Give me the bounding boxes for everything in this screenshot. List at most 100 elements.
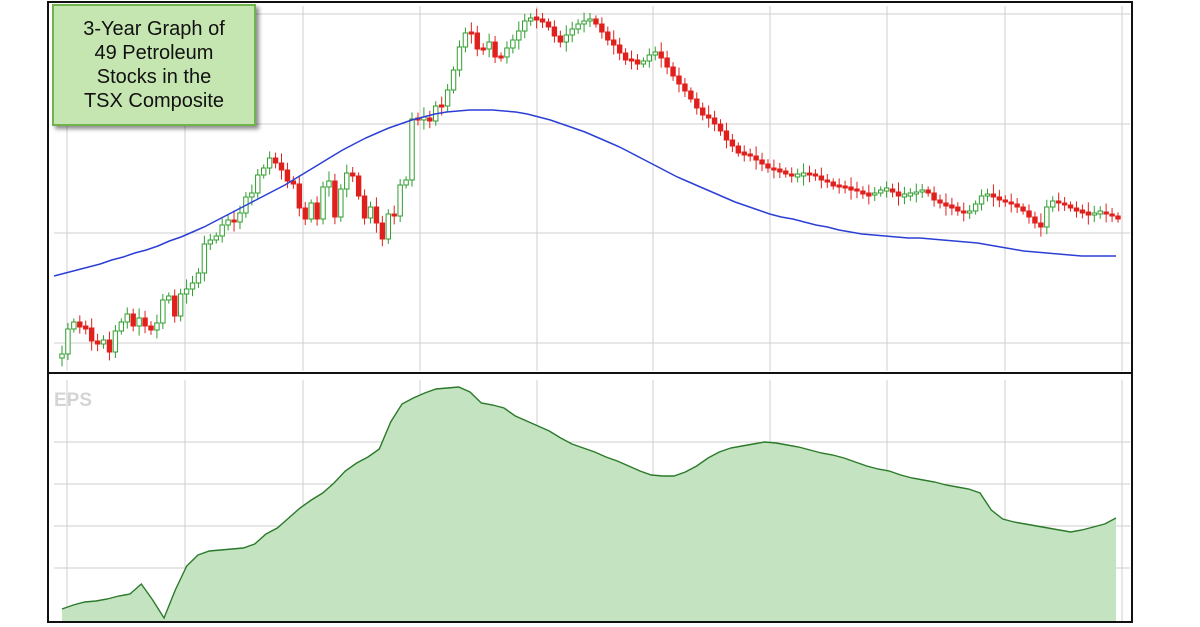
candle-body	[872, 192, 878, 196]
candle-body	[261, 167, 267, 176]
chart-title-box: 3-Year Graph of 49 Petroleum Stocks in t…	[52, 4, 256, 126]
candle-body	[943, 202, 949, 207]
candle-body	[889, 188, 896, 193]
candle-body	[361, 195, 368, 219]
candle-body	[391, 213, 397, 217]
candle-body	[349, 172, 356, 177]
candle-body	[1109, 213, 1115, 217]
candle-body	[919, 189, 925, 193]
candle-body	[1026, 210, 1032, 218]
candle-body	[177, 293, 184, 317]
candle-body	[166, 295, 172, 301]
candle-body	[504, 47, 510, 58]
candle-body	[59, 353, 65, 359]
candle-body	[605, 31, 611, 41]
candle-body	[646, 54, 653, 62]
candle-body	[563, 34, 569, 43]
candle-body	[539, 18, 546, 23]
candle-body	[130, 313, 136, 327]
candle-body	[1091, 212, 1097, 216]
candle-body	[925, 189, 931, 194]
candle-body	[302, 207, 308, 220]
candle-body	[711, 117, 718, 125]
candle-body	[557, 35, 564, 43]
candle-body	[195, 272, 202, 284]
candle-body	[593, 18, 599, 25]
candle-body	[409, 118, 415, 181]
candle-body	[587, 18, 593, 22]
candle-body	[1073, 207, 1080, 212]
candle-body	[777, 168, 783, 173]
candle-body	[1014, 203, 1020, 208]
candle-body	[207, 239, 214, 245]
candle-body	[88, 327, 95, 342]
candle-body	[71, 321, 77, 330]
candle-body	[961, 210, 967, 214]
candle-body	[462, 32, 469, 48]
candle-body	[255, 174, 261, 194]
candle-body	[753, 155, 759, 161]
eps-panel-label: EPS	[54, 390, 92, 411]
candle-body	[533, 16, 540, 21]
candle-body	[700, 107, 706, 116]
candle-body	[978, 195, 985, 205]
candle-body	[444, 89, 451, 107]
candle-body	[694, 98, 700, 109]
candle-body	[877, 189, 884, 194]
candle-body	[664, 57, 670, 68]
candle-body	[759, 159, 765, 165]
candle-body	[806, 172, 813, 176]
candle-body	[545, 21, 552, 28]
candle-body	[771, 167, 777, 171]
candle-body	[765, 163, 771, 169]
candle-body	[231, 219, 237, 223]
candle-body	[450, 69, 457, 91]
candle-body	[142, 317, 148, 327]
candle-body	[367, 206, 374, 219]
candle-body	[931, 192, 937, 201]
candle-body	[172, 295, 178, 317]
candle-body	[794, 173, 801, 178]
candle-body	[842, 185, 848, 189]
candle-body	[284, 169, 291, 182]
candle-body	[1079, 209, 1086, 214]
eps-panel	[61, 386, 1117, 621]
candle-body	[124, 313, 130, 323]
candle-body	[1038, 222, 1044, 228]
candle-body	[599, 23, 605, 33]
candle-body	[747, 153, 753, 157]
candle-body	[516, 30, 522, 41]
candle-body	[379, 222, 386, 240]
candle-body	[1032, 216, 1038, 224]
chart-border	[47, 1, 1133, 623]
candle-body	[510, 39, 516, 49]
candle-body	[373, 206, 380, 224]
candle-body	[213, 235, 219, 241]
candle-body	[189, 282, 196, 290]
candle-body	[278, 162, 285, 171]
candle-body	[290, 180, 297, 185]
candle-body	[735, 145, 742, 154]
candle-body	[397, 184, 403, 217]
candle-body	[622, 52, 629, 61]
candle-body	[1055, 200, 1062, 204]
candle-body	[984, 193, 991, 197]
candle-body	[338, 188, 344, 218]
chart-title: 3-Year Graph of 49 Petroleum Stocks in t…	[83, 18, 225, 112]
candle-body	[836, 184, 842, 188]
candle-body	[616, 44, 623, 54]
candle-body	[670, 66, 676, 77]
candle-body	[723, 130, 730, 141]
candle-body	[183, 288, 190, 295]
candle-body	[682, 83, 688, 92]
candle-body	[112, 330, 119, 353]
candle-body	[972, 203, 979, 212]
candle-body	[966, 210, 973, 214]
candle-body	[676, 75, 682, 85]
candle-body	[913, 191, 919, 195]
candle-body	[468, 31, 475, 35]
candle-body	[824, 179, 831, 183]
candle-body	[575, 23, 581, 30]
candle-body	[326, 180, 332, 188]
candle-body	[385, 213, 391, 240]
